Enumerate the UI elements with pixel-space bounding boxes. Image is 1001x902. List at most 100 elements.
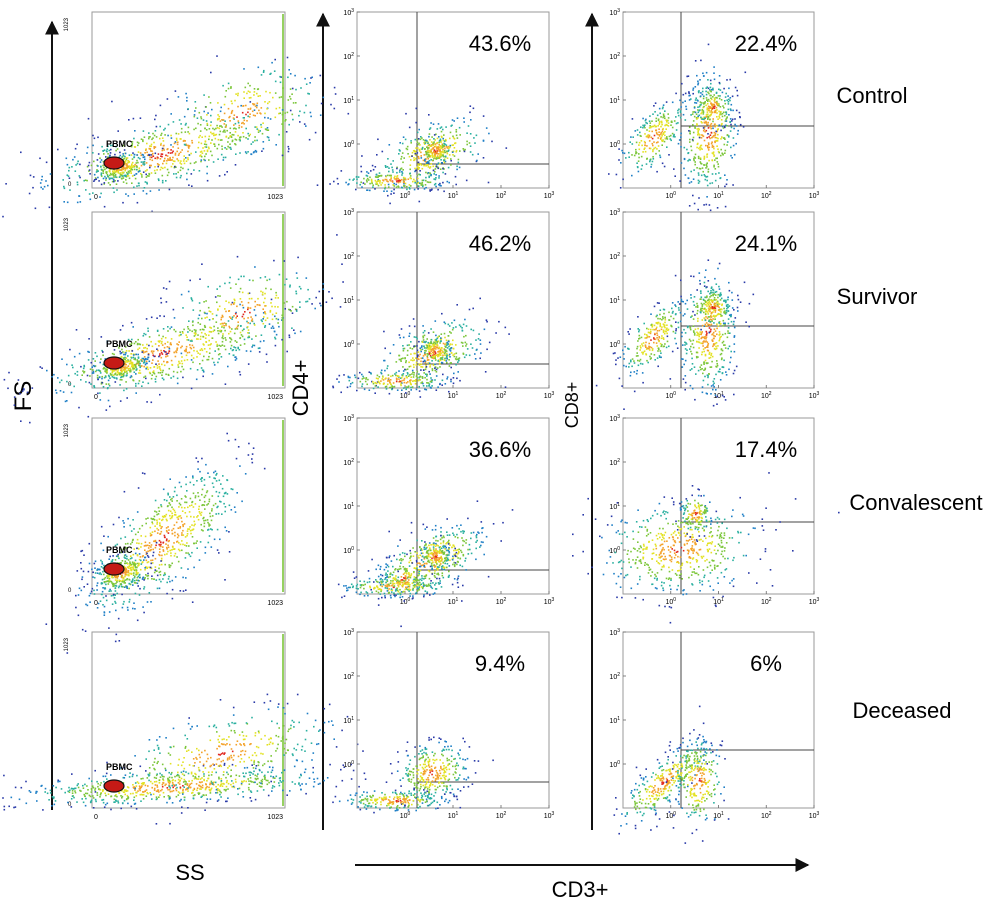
event-dot <box>211 528 213 531</box>
event-dot <box>123 389 125 392</box>
event-dot <box>433 178 435 180</box>
event-dot <box>63 187 66 190</box>
event-dot <box>219 323 222 325</box>
event-dot <box>100 168 103 171</box>
event-dot <box>81 578 83 581</box>
event-dot <box>419 144 421 146</box>
event-dot <box>222 119 225 121</box>
event-dot <box>207 358 210 361</box>
event-dot <box>148 779 150 782</box>
event-dot <box>18 798 21 801</box>
event-dot <box>260 752 262 755</box>
event-dot <box>305 104 307 107</box>
event-dot <box>477 153 479 155</box>
event-dot <box>192 794 195 797</box>
event-dot <box>207 344 210 346</box>
event-dot <box>225 530 228 532</box>
event-dot <box>129 772 131 774</box>
event-dot <box>157 746 160 749</box>
event-dot <box>172 121 175 123</box>
event-dot <box>328 720 330 723</box>
event-dot <box>435 152 438 155</box>
event-dot <box>166 148 168 151</box>
event-dot <box>208 523 210 525</box>
event-dot <box>193 329 196 331</box>
event-dot <box>482 139 485 142</box>
event-dot <box>149 190 152 192</box>
event-dot <box>386 190 388 192</box>
event-dot <box>455 134 458 137</box>
event-dot <box>116 189 118 191</box>
event-dot <box>131 338 133 341</box>
event-dot <box>145 574 147 576</box>
event-dot <box>125 357 128 359</box>
event-dot <box>284 742 286 745</box>
event-dot <box>145 173 147 176</box>
event-dot <box>128 350 130 352</box>
event-dot <box>417 138 420 140</box>
event-dot <box>48 799 50 801</box>
event-dot <box>131 557 133 559</box>
event-dot <box>158 345 160 347</box>
event-dot <box>438 143 440 146</box>
event-dot <box>102 549 105 552</box>
event-dot <box>86 179 88 182</box>
event-dot <box>287 749 289 752</box>
event-dot <box>158 543 160 546</box>
event-dot <box>395 186 398 188</box>
event-dot <box>138 527 141 530</box>
event-dot <box>262 71 265 73</box>
event-dot <box>219 500 221 503</box>
event-dot <box>125 193 127 195</box>
event-dot <box>269 741 272 744</box>
event-dot <box>234 164 237 166</box>
event-dot <box>124 575 126 578</box>
event-dot <box>217 118 219 120</box>
event-cloud <box>132 55 337 175</box>
event-dot <box>424 158 426 161</box>
event-dot <box>144 567 146 569</box>
event-dot <box>226 771 228 774</box>
event-dot <box>221 752 224 754</box>
event-dot <box>248 780 250 782</box>
event-dot <box>180 485 182 488</box>
event-dot <box>174 534 176 537</box>
event-dot <box>156 367 159 369</box>
event-dot <box>100 159 103 161</box>
event-dot <box>269 311 272 313</box>
event-dot <box>176 536 179 539</box>
event-dot <box>263 340 265 342</box>
event-dot <box>274 116 277 119</box>
event-dot <box>243 744 246 747</box>
event-dot <box>438 177 440 179</box>
event-dot <box>161 179 164 182</box>
event-dot <box>406 185 408 188</box>
event-dot <box>100 174 103 176</box>
event-dot <box>131 143 134 145</box>
event-dot <box>84 179 87 181</box>
event-dot <box>264 778 266 780</box>
event-dot <box>291 87 294 90</box>
event-dot <box>185 350 187 352</box>
event-dot <box>159 372 162 374</box>
event-dot <box>313 778 315 780</box>
event-dot <box>170 134 172 137</box>
event-dot <box>131 163 133 166</box>
event-dot <box>235 311 237 314</box>
event-dot <box>141 351 144 353</box>
event-dot <box>130 566 132 569</box>
event-dot <box>203 500 206 503</box>
event-dot <box>225 739 228 741</box>
event-dot <box>117 371 119 373</box>
event-dot <box>109 372 112 375</box>
event-dot <box>113 801 115 803</box>
event-dot <box>104 370 106 372</box>
event-dot <box>369 182 371 185</box>
event-dot <box>202 504 204 506</box>
event-dot <box>184 747 187 749</box>
event-dot <box>205 334 208 336</box>
event-dot <box>230 317 232 319</box>
event-dot <box>200 117 203 120</box>
event-dot <box>206 785 208 788</box>
event-dot <box>191 725 193 728</box>
